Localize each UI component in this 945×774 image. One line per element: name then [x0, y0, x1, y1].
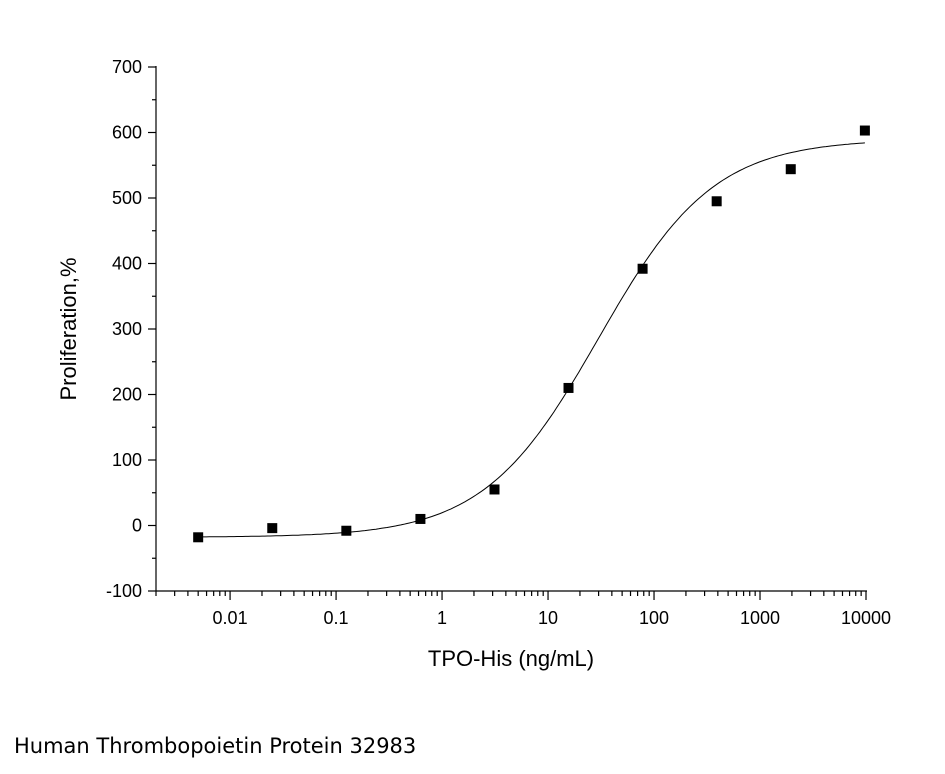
y-tick-label: 200 [112, 385, 142, 405]
figure-caption: Human Thrombopoietin Protein 32983 [14, 734, 417, 758]
y-tick-label: -100 [106, 581, 142, 601]
y-tick-label: 600 [112, 123, 142, 143]
data-points [193, 125, 870, 543]
y-tick-label: 700 [112, 57, 142, 77]
fit-curve [198, 142, 865, 538]
data-point [711, 196, 722, 207]
data-point [859, 125, 870, 136]
x-tick-label: 10 [538, 608, 558, 628]
x-tick-label: 0.01 [213, 608, 248, 628]
y-tick-label: 100 [112, 450, 142, 470]
x-axis-title: TPO-His (ng/mL) [428, 646, 594, 671]
data-point [193, 532, 204, 543]
y-tick-label: 400 [112, 254, 142, 274]
y-tick-label: 300 [112, 319, 142, 339]
data-point [489, 484, 500, 495]
x-tick-label: 1 [437, 608, 447, 628]
y-tick-label: 500 [112, 188, 142, 208]
y-tick-label: 0 [132, 516, 142, 536]
data-point [785, 164, 796, 175]
x-tick-label: 100 [639, 608, 669, 628]
data-point [341, 525, 352, 536]
x-tick-label: 1000 [740, 608, 780, 628]
data-point [563, 382, 574, 393]
x-tick-label: 10000 [841, 608, 891, 628]
data-point [267, 523, 278, 534]
x-tick-label: 0.1 [324, 608, 349, 628]
data-point [415, 513, 426, 524]
data-point [637, 263, 648, 274]
x-axis: 0.01 0.1 1 10 100 1000 10000 [155, 590, 891, 628]
y-axis: -100 0 100 200 300 400 500 600 700 [106, 57, 157, 601]
y-axis-title: Proliferation,% [56, 257, 81, 400]
